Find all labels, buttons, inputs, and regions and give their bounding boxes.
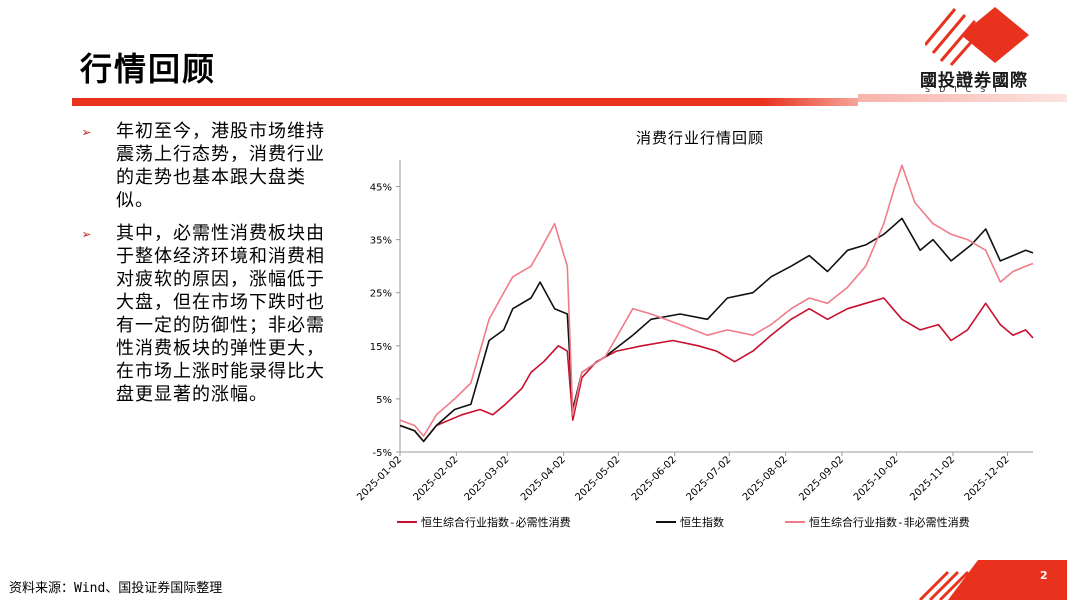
legend-label: 恒生指数: [680, 515, 724, 529]
x-tick-label: 2025-09-02: [797, 454, 846, 503]
x-tick-label: 2025-12-02: [963, 454, 1012, 503]
series-line-2: [399, 217, 1034, 443]
x-tick-label: 2025-04-02: [519, 454, 568, 503]
y-tick-label: 5%: [376, 395, 392, 406]
company-logo-cn: 國投證券國際: [920, 71, 1028, 91]
x-tick-label: 2025-05-02: [574, 454, 623, 503]
bullet-text: 年初至今，港股市场维持震荡上行态势，消费行业的走势也基本跟大盘类似。: [116, 121, 325, 211]
y-tick-label: 45%: [370, 183, 392, 194]
company-logo-icon: [925, 7, 1029, 66]
bullet-item: ➢ 年初至今，港股市场维持震荡上行态势，消费行业的走势也基本跟大盘类似。: [82, 120, 327, 212]
legend-label: 恒生综合行业指数-必需性消费: [421, 515, 571, 529]
chart-title: 消费行业行情回顾: [635, 129, 764, 147]
source-note: 资料来源：Wind、国投证券国际整理: [9, 581, 223, 596]
x-tick-label: 2025-06-02: [630, 454, 679, 503]
title-underline-bar: [72, 98, 858, 106]
y-tick-label: 35%: [370, 236, 392, 247]
y-tick-label: -5%: [373, 448, 392, 459]
arrow-bullet-icon: ➢: [82, 225, 93, 244]
x-tick-label: 2025-08-02: [741, 454, 790, 503]
y-tick-label: 15%: [370, 342, 392, 353]
x-tick-label: 2025-02-02: [412, 454, 461, 503]
page-number: 2: [1040, 569, 1048, 582]
bullet-list: ➢ 年初至今，港股市场维持震荡上行态势，消费行业的走势也基本跟大盘类似。 ➢ 其…: [82, 120, 327, 416]
series-line-1: [399, 297, 1034, 443]
x-tick-label: 2025-01-02: [355, 454, 404, 503]
line-chart: -5%5%15%25%35%45%2025-01-02 2025-02-02 202…: [355, 160, 1034, 529]
legend-label: 恒生综合行业指数-非必需性消费: [809, 515, 970, 529]
page-title: 行情回顾: [80, 50, 217, 88]
bullet-text: 其中，必需性消费板块由于整体经济环境和消费相对疲软的原因，涨幅低于大盘，但在市场…: [116, 223, 325, 405]
x-tick-label: 2025-10-02: [852, 454, 901, 503]
x-tick-label: 2025-03-02: [463, 454, 512, 503]
series-line-3: [399, 164, 1034, 437]
arrow-bullet-icon: ➢: [82, 123, 93, 142]
bullet-item: ➢ 其中，必需性消费板块由于整体经济环境和消费相对疲软的原因，涨幅低于大盘，但在…: [82, 222, 327, 406]
footer-stripes-icon: [918, 560, 1067, 600]
title-underline-fade: [858, 94, 1067, 102]
x-tick-label: 2025-11-02: [908, 454, 957, 503]
x-tick-label: 2025-07-02: [684, 454, 733, 503]
y-tick-label: 25%: [370, 289, 392, 300]
company-logo-en: SDICSI: [925, 85, 1006, 94]
